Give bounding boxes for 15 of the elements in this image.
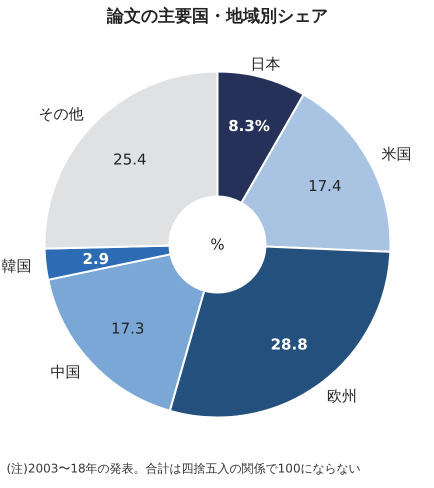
data-label: 17.4 [308,176,342,195]
data-label: 25.4 [113,150,147,168]
data-label: 8.3% [228,117,270,136]
data-label: 2.9 [82,250,110,268]
slice-label: その他 [38,104,84,123]
slice-label: 米国 [381,145,412,164]
text: % [210,236,225,254]
data-label: 28.8 [270,335,308,354]
slice-label: 韓国 [2,256,32,275]
chart-title: 論文の主要国・地域別シェア [106,6,328,26]
slice-label: 欧州 [326,387,357,406]
slice-label: 日本 [250,54,281,73]
slice-label: 中国 [50,362,80,381]
data-label: 17.3 [111,319,144,338]
text: (注)2003〜18年の発表。合計は四捨五入の関係で100にならない [6,462,361,476]
